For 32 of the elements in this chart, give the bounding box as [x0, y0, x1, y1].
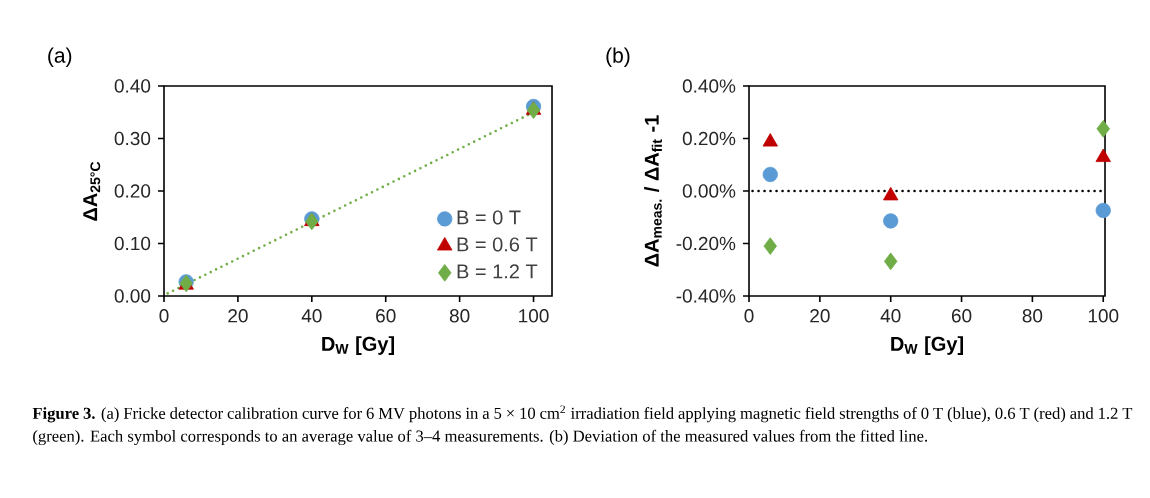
y-tick-label: 0.30	[114, 131, 151, 146]
x-tick-label: 20	[228, 309, 248, 323]
text: Figure 3. (a) Fricke detector calibration curve for 6 MV photons in a 5 × 10 cm$^{2}$ irradiation field applying magnetic field strengths of 0 T (blue), 0.6 T (red) and 1.2 T (green). Each symbol corresponds to an average value of 3–4 measurements. (b) Deviation of the measured values from the fitted line.	[32, 405, 1133, 446]
y-axis-title: ΔA$_{25°C}$	[83, 161, 101, 221]
x-tick-label: 100	[519, 309, 549, 323]
y-tick-label: 0.00%	[682, 184, 736, 198]
x-tick-label: 20	[810, 309, 830, 323]
x-tick-label: 40	[301, 309, 322, 323]
y-tick-label: 0.40%	[682, 79, 736, 93]
chart-title: (b)	[606, 47, 630, 67]
x-axis-title: D$_{W}$ [Gy]	[322, 336, 394, 355]
x-axis-title: D$_{W}$ [Gy]	[891, 336, 964, 355]
y-tick-label: 0.10	[114, 236, 151, 251]
legend-label: B = 0.6 T	[457, 237, 538, 252]
y-tick-label: -0.20%	[676, 236, 736, 251]
x-tick-label: 60	[376, 309, 396, 323]
x-tick-label: 60	[951, 309, 972, 323]
x-tick-label: 80	[1022, 309, 1043, 323]
y-tick-label: 0.20	[114, 184, 151, 198]
x-tick-label: 100	[1088, 309, 1119, 323]
x-tick-label: 40	[880, 309, 901, 323]
x-tick-label: 0	[744, 309, 754, 323]
y-axis-title: ΔA$_{meas.}$ / ΔA$_{fit}$ -1	[644, 115, 663, 267]
x-tick-label: 80	[449, 309, 470, 323]
legend-label: B = 0 T	[457, 210, 521, 225]
legend-label: B = 1.2 T	[457, 264, 538, 279]
y-tick-label: 0.00	[114, 289, 151, 303]
chart-title: (a)	[48, 47, 72, 67]
y-tick-label: -0.40%	[676, 289, 736, 303]
x-tick-label: 0	[159, 309, 169, 323]
y-tick-label: 0.20%	[682, 131, 736, 146]
y-tick-label: 0.40	[114, 79, 151, 93]
